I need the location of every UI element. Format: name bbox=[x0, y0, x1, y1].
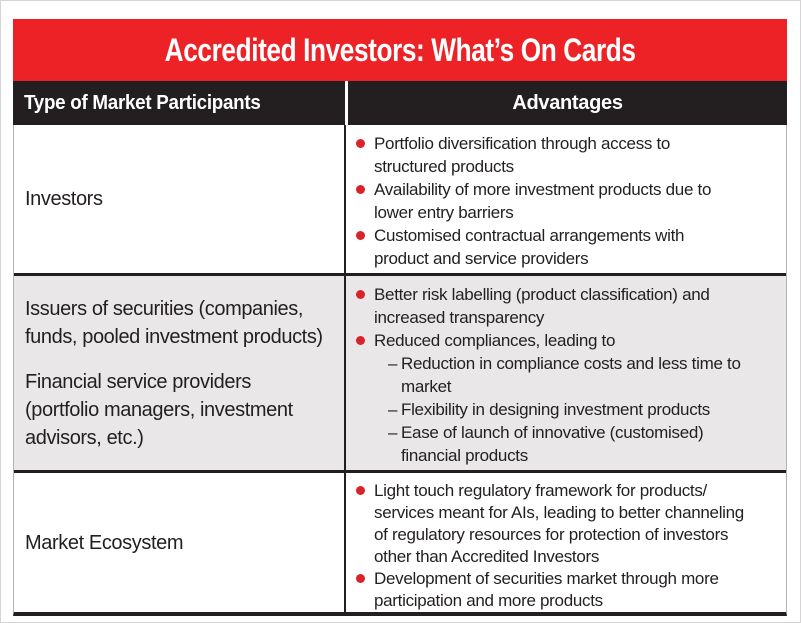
table-body: Investors Portfolio diversification thro… bbox=[13, 125, 787, 616]
advantage-text: Availability of more investment products… bbox=[374, 180, 712, 222]
advantages-list: Light touch regulatory framework for pro… bbox=[356, 480, 780, 612]
sub-advantage-text: Reduction in compliance costs and less t… bbox=[401, 354, 741, 396]
advantage-text: Portfolio diversification through access… bbox=[374, 134, 671, 176]
advantage-text: Light touch regulatory framework for pro… bbox=[374, 481, 744, 566]
list-item: Reduced compliances, leading to bbox=[356, 329, 780, 352]
title-bar: Accredited Investors: What’s On Cards bbox=[13, 19, 787, 81]
advantage-text: Reduced compliances, leading to bbox=[374, 331, 616, 350]
advantages-list: Portfolio diversification through access… bbox=[356, 132, 780, 270]
list-item: Better risk labelling (product classific… bbox=[356, 283, 780, 329]
bullet-icon bbox=[356, 231, 365, 240]
dash-marker: – bbox=[388, 423, 398, 442]
bullet-icon bbox=[356, 574, 365, 583]
sub-list-item: – Reduction in compliance costs and less… bbox=[356, 352, 780, 398]
participant-cell: Issuers of securities (companies, funds,… bbox=[14, 276, 346, 470]
bullet-icon bbox=[356, 139, 365, 148]
table-row-market-ecosystem: Market Ecosystem Light touch regulatory … bbox=[14, 470, 786, 612]
column-header-participants: Type of Market Participants bbox=[13, 81, 345, 125]
sub-list-item: – Ease of launch of innovative (customis… bbox=[356, 421, 780, 467]
advantage-text: Development of securities market through… bbox=[374, 569, 719, 610]
participant-cell: Market Ecosystem bbox=[14, 473, 346, 612]
table-row-issuers: Issuers of securities (companies, funds,… bbox=[14, 273, 786, 470]
advantages-cell: Portfolio diversification through access… bbox=[346, 125, 786, 273]
list-item: Availability of more investment products… bbox=[356, 178, 780, 224]
column-header-advantages-label: Advantages bbox=[512, 91, 623, 114]
page-title: Accredited Investors: What’s On Cards bbox=[164, 31, 636, 68]
list-item: Development of securities market through… bbox=[356, 568, 780, 612]
list-item: Portfolio diversification through access… bbox=[356, 132, 780, 178]
sub-list-item: – Flexibility in designing investment pr… bbox=[356, 398, 780, 421]
dash-marker: – bbox=[388, 354, 398, 373]
column-header-participants-label: Type of Market Participants bbox=[24, 91, 261, 114]
advantage-text: Customised contractual arrangements with… bbox=[374, 226, 685, 268]
list-item: Customised contractual arrangements with… bbox=[356, 224, 780, 270]
participant-cell: Investors bbox=[14, 125, 346, 273]
column-header-advantages: Advantages bbox=[348, 81, 787, 125]
participant-label: Investors bbox=[25, 188, 103, 210]
table-row-investors: Investors Portfolio diversification thro… bbox=[14, 125, 786, 273]
infographic-table: Accredited Investors: What’s On Cards Ty… bbox=[13, 19, 787, 616]
column-header-row: Type of Market Participants Advantages bbox=[13, 81, 787, 125]
bullet-icon bbox=[356, 486, 365, 495]
participant-label: Market Ecosystem bbox=[25, 531, 184, 554]
bullet-icon bbox=[356, 336, 365, 345]
sub-advantage-text: Ease of launch of innovative (customised… bbox=[401, 423, 704, 465]
dash-marker: – bbox=[388, 400, 398, 419]
advantages-cell: Light touch regulatory framework for pro… bbox=[346, 473, 786, 612]
advantage-text: Better risk labelling (product classific… bbox=[374, 285, 710, 327]
participant-label: Issuers of securities (companies, funds,… bbox=[25, 297, 323, 348]
column-header-divider bbox=[345, 81, 348, 125]
advantages-list: Better risk labelling (product classific… bbox=[356, 283, 780, 467]
list-item: Light touch regulatory framework for pro… bbox=[356, 480, 780, 568]
advantages-cell: Better risk labelling (product classific… bbox=[346, 276, 786, 470]
participant-label: Financial service providers (portfolio m… bbox=[25, 370, 293, 449]
sub-advantage-text: Flexibility in designing investment prod… bbox=[401, 400, 711, 419]
bullet-icon bbox=[356, 185, 365, 194]
bullet-icon bbox=[356, 290, 365, 299]
